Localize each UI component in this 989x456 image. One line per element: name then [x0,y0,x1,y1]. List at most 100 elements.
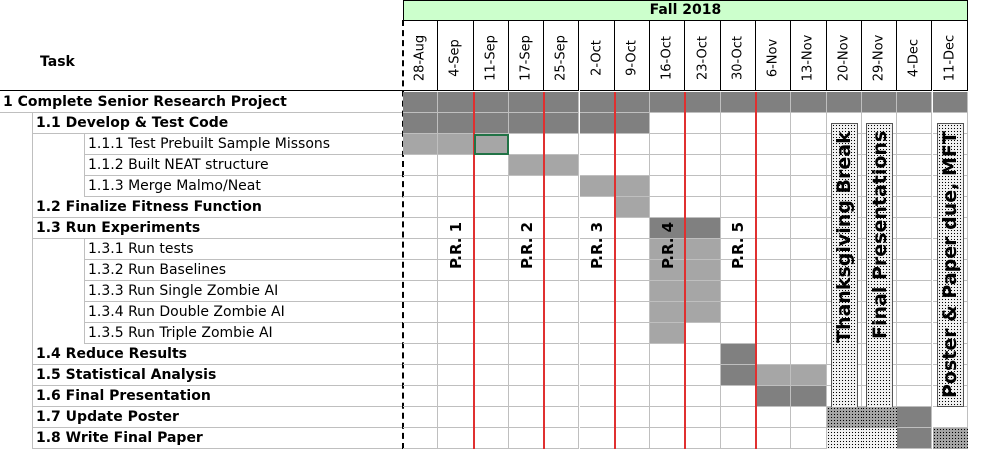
gantt-bar-cell[interactable] [897,92,933,113]
gantt-bar-cell[interactable] [473,113,509,134]
grid-cell[interactable] [614,239,651,260]
task-row[interactable]: 1.3.4 Run Double Zombie AI [84,302,403,323]
gantt-bar-cell[interactable] [508,113,545,134]
grid-cell[interactable] [438,428,474,449]
grid-cell[interactable] [650,113,686,134]
grid-cell[interactable] [650,386,686,407]
grid-cell[interactable] [791,260,827,281]
grid-cell[interactable] [544,344,580,365]
grid-cell[interactable] [897,197,933,218]
grid-cell[interactable] [897,386,933,407]
grid-cell[interactable] [544,134,580,155]
gantt-bar-cell[interactable] [403,113,439,134]
grid-cell[interactable] [685,428,721,449]
grid-cell[interactable] [403,344,439,365]
grid-cell[interactable] [579,386,615,407]
grid-cell[interactable] [685,176,721,197]
date-header[interactable]: 9-Oct [614,20,651,91]
grid-cell[interactable] [544,407,580,428]
grid-cell[interactable] [897,344,933,365]
grid-cell[interactable] [508,302,545,323]
task-row[interactable]: 1.7 Update Poster [32,407,403,428]
grid-cell[interactable] [403,386,439,407]
grid-cell[interactable] [508,365,545,386]
grid-cell[interactable] [579,344,615,365]
gantt-bar-cell[interactable] [579,113,615,134]
grid-cell[interactable] [720,197,756,218]
gantt-bar-cell[interactable] [685,239,721,260]
grid-cell[interactable] [403,428,439,449]
grid-cell[interactable] [897,281,933,302]
grid-cell[interactable] [614,428,651,449]
gantt-bar-cell[interactable] [897,428,933,449]
grid-cell[interactable] [544,197,580,218]
grid-cell[interactable] [544,365,580,386]
grid-cell[interactable] [897,113,933,134]
grid-cell[interactable] [756,218,792,239]
grid-cell[interactable] [438,176,474,197]
grid-cell[interactable] [579,428,615,449]
grid-cell[interactable] [403,281,439,302]
grid-cell[interactable] [791,407,827,428]
grid-cell[interactable] [508,323,545,344]
grid-cell[interactable] [544,386,580,407]
grid-cell[interactable] [544,323,580,344]
grid-cell[interactable] [756,197,792,218]
grid-cell[interactable] [897,218,933,239]
gantt-bar-cell[interactable] [438,113,474,134]
gantt-bar-cell[interactable] [756,92,792,113]
grid-cell[interactable] [791,428,827,449]
grid-cell[interactable] [756,344,792,365]
grid-cell[interactable] [685,155,721,176]
grid-cell[interactable] [791,197,827,218]
gantt-bar-cell[interactable] [473,92,509,113]
gantt-bar-cell[interactable] [720,344,756,365]
grid-cell[interactable] [791,218,827,239]
grid-cell[interactable] [897,176,933,197]
grid-cell[interactable] [756,134,792,155]
grid-cell[interactable] [756,176,792,197]
grid-cell[interactable] [897,365,933,386]
grid-cell[interactable] [720,134,756,155]
task-row[interactable]: 1.1.3 Merge Malmo/Neat [84,176,403,197]
grid-cell[interactable] [438,344,474,365]
grid-cell[interactable] [473,281,509,302]
grid-cell[interactable] [508,386,545,407]
task-row[interactable]: 1.2 Finalize Fitness Function [32,197,403,218]
grid-cell[interactable] [791,176,827,197]
grid-cell[interactable] [473,218,509,239]
gantt-bar-cell[interactable] [720,365,756,386]
grid-cell[interactable] [650,134,686,155]
date-header[interactable]: 13-Nov [791,20,827,91]
gantt-bar-cell[interactable] [544,92,580,113]
grid-cell[interactable] [473,155,509,176]
grid-cell[interactable] [403,155,439,176]
gantt-bar-cell[interactable] [685,260,721,281]
gantt-bar-cell[interactable] [897,407,933,428]
gantt-bar-cell[interactable] [650,92,686,113]
grid-cell[interactable] [614,260,651,281]
date-header[interactable]: 6-Nov [756,20,792,91]
grid-cell[interactable] [897,155,933,176]
grid-cell[interactable] [579,365,615,386]
gantt-bar-cell[interactable] [791,365,827,386]
date-header[interactable]: 23-Oct [685,20,721,91]
grid-cell[interactable] [685,386,721,407]
grid-cell[interactable] [473,176,509,197]
gantt-bar-cell[interactable] [720,92,756,113]
grid-cell[interactable] [756,407,792,428]
gantt-bar-cell[interactable] [685,92,721,113]
grid-cell[interactable] [720,428,756,449]
grid-cell[interactable] [614,323,651,344]
grid-cell[interactable] [756,281,792,302]
grid-cell[interactable] [438,281,474,302]
semester-title[interactable]: Fall 2018 [403,0,968,21]
gantt-bar-cell[interactable] [685,302,721,323]
grid-cell[interactable] [403,302,439,323]
grid-cell[interactable] [544,239,580,260]
grid-cell[interactable] [473,302,509,323]
gantt-bar-cell[interactable] [508,155,545,176]
gantt-bar-cell[interactable] [614,92,651,113]
grid-cell[interactable] [685,134,721,155]
grid-cell[interactable] [720,323,756,344]
